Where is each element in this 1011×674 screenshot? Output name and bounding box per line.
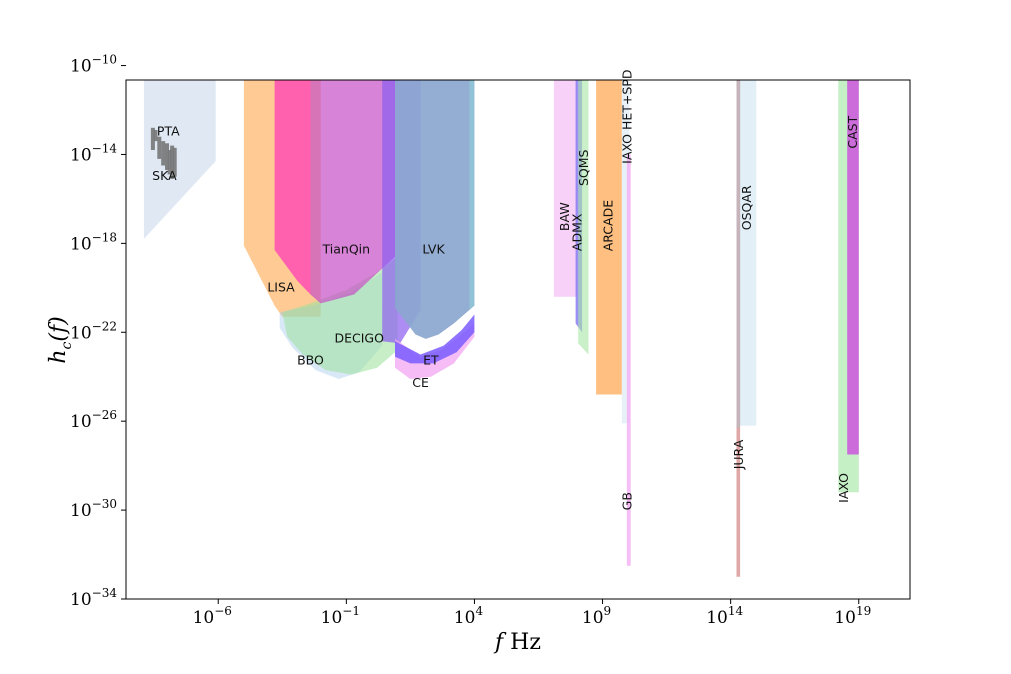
- label-admx: ADMX: [570, 213, 585, 251]
- x-axis-ticks: 10−6 10−1 104 109 1014 1019: [193, 599, 871, 628]
- region-sqms: [578, 80, 589, 355]
- region-gb: [626, 154, 631, 566]
- region-lvk-edge: [469, 80, 475, 310]
- label-bbo: BBO: [297, 353, 324, 368]
- region-tianqin-pink: [274, 80, 311, 295]
- label-iaxo: IAXO: [836, 473, 851, 503]
- detector-regions: [143, 80, 859, 577]
- label-et: ET: [423, 353, 439, 368]
- pta-bar-7: [172, 147, 177, 177]
- x-tick-label: 10−1: [321, 604, 360, 628]
- label-jura: JURA: [731, 439, 746, 470]
- pta-bar-2: [157, 136, 162, 159]
- y-tick-label: 10−18: [70, 230, 117, 254]
- pta-bar-3: [161, 141, 166, 166]
- label-arcade: ARCADE: [601, 200, 616, 252]
- label-decigo: DECIGO: [334, 330, 384, 345]
- x-tick-label: 109: [582, 604, 611, 628]
- region-decigo: [282, 256, 398, 375]
- pta-bar-5: [167, 150, 172, 175]
- y-tick-label: 10−14: [70, 141, 117, 165]
- x-axis-label: f Hz: [493, 630, 541, 655]
- y-axis-ticks: 10−10 10−14 10−18 10−22 10−26 10−30 10−34: [70, 53, 126, 610]
- region-arcade: [596, 80, 622, 395]
- detector-labels: PTA SKA LISA TianQin LVK DECIGO BBO ET CE BAWADMX…: [152, 70, 860, 511]
- pta-bar-6: [170, 145, 175, 179]
- y-tick-label: 10−30: [70, 497, 117, 521]
- label-cast: CAST: [845, 115, 860, 148]
- label-lvk: LVK: [422, 242, 445, 257]
- region-lvk: [395, 80, 475, 339]
- label-pta: PTA: [157, 124, 180, 139]
- region-et: [395, 314, 475, 364]
- label-ska: SKA: [152, 168, 177, 183]
- region-ska: [143, 80, 216, 239]
- pta-bar-0: [150, 127, 155, 150]
- x-tick-label: 104: [454, 604, 484, 628]
- region-osqar: [738, 80, 757, 426]
- y-tick-label: 10−22: [70, 319, 117, 343]
- x-tick-label: 10−6: [193, 604, 232, 628]
- label-baw: BAW: [557, 202, 572, 231]
- label-ce: CE: [412, 375, 429, 390]
- label-iaxo-het-spd: IAXO HET+SPD: [620, 70, 635, 164]
- label-tianqin: TianQin: [322, 242, 371, 257]
- y-tick-label: 10−34: [70, 586, 117, 610]
- plot-frame: [125, 79, 911, 600]
- label-gb: GB: [620, 492, 635, 510]
- y-tick-label: 10−10: [70, 53, 117, 77]
- region-cast: [847, 80, 859, 455]
- label-sqms: SQMS: [576, 149, 591, 186]
- pta-bar-4: [165, 143, 169, 170]
- y-axis-label: hc(f): [46, 316, 75, 363]
- label-lisa: LISA: [267, 279, 295, 294]
- region-ce: [395, 323, 475, 379]
- region-jura-upper: [736, 80, 741, 428]
- x-tick-label: 1019: [834, 604, 871, 628]
- x-tick-label: 1014: [706, 604, 743, 628]
- y-tick-label: 10−26: [70, 408, 117, 432]
- pta-bar-1: [153, 130, 158, 142]
- label-osqar: OSQAR: [739, 185, 754, 230]
- region-baw: [553, 80, 577, 297]
- region-tianqin: [310, 80, 395, 304]
